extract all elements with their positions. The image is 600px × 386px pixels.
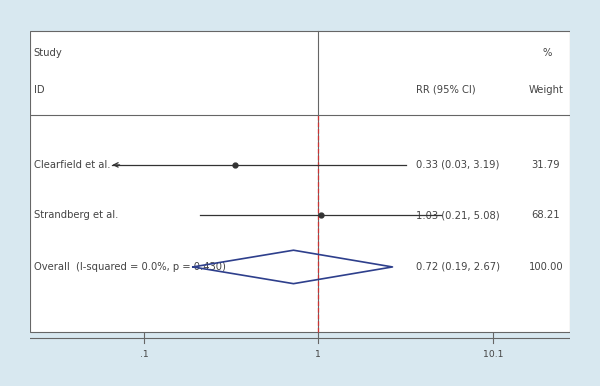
Text: ID: ID <box>34 85 44 95</box>
Text: Study: Study <box>34 48 62 58</box>
Text: RR (95% CI): RR (95% CI) <box>416 85 476 95</box>
Text: 1.03 (0.21, 5.08): 1.03 (0.21, 5.08) <box>416 210 500 220</box>
Text: 10.1: 10.1 <box>483 350 503 359</box>
Text: .1: .1 <box>140 350 149 359</box>
Text: 0.33 (0.03, 3.19): 0.33 (0.03, 3.19) <box>416 160 499 170</box>
Text: 68.21: 68.21 <box>532 210 560 220</box>
Text: 31.79: 31.79 <box>532 160 560 170</box>
FancyBboxPatch shape <box>30 31 570 332</box>
Text: Strandberg et al.: Strandberg et al. <box>34 210 118 220</box>
Text: Overall  (I-squared = 0.0%, p = 0.430): Overall (I-squared = 0.0%, p = 0.430) <box>34 262 226 272</box>
Text: Clearfield et al.: Clearfield et al. <box>34 160 110 170</box>
Text: %: % <box>542 48 552 58</box>
Text: 100.00: 100.00 <box>529 262 563 272</box>
Text: 0.72 (0.19, 2.67): 0.72 (0.19, 2.67) <box>416 262 500 272</box>
Text: Weight: Weight <box>528 85 563 95</box>
Text: 1: 1 <box>316 350 321 359</box>
